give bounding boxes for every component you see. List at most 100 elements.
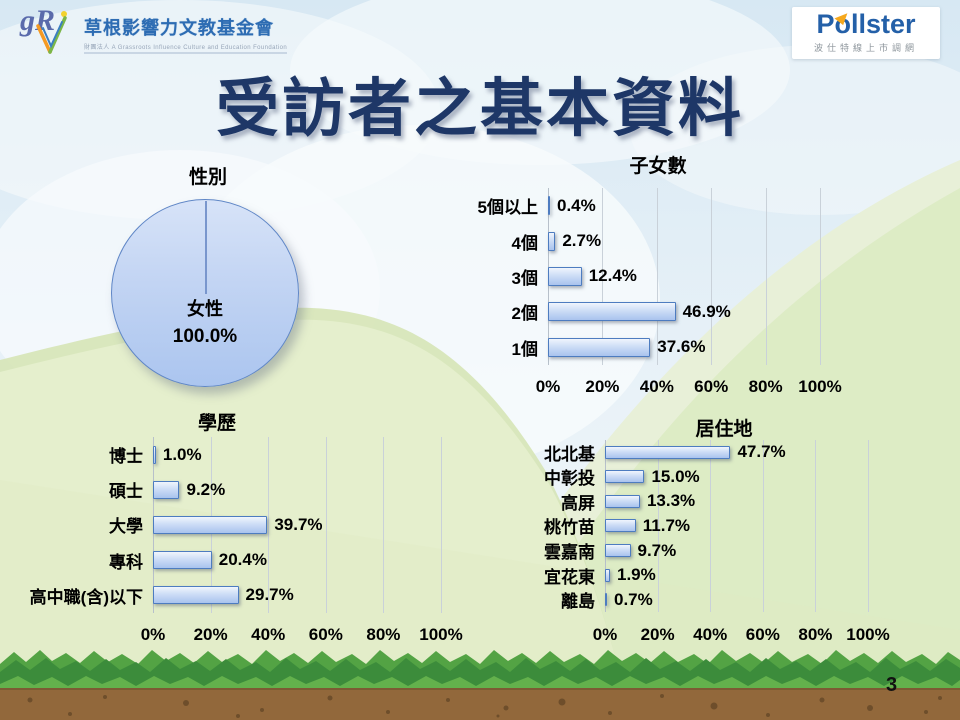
- pie-value-label: 100.0%: [172, 326, 238, 347]
- bar-row: 13.3%: [605, 489, 868, 514]
- axis-tick-label: 20%: [585, 377, 620, 396]
- residence-chart: 北北基中彰投高屏桃竹苗雲嘉南宜花東離島 47.7% 15.0% 13.3% 11.7% 9…: [495, 440, 890, 649]
- bar: [548, 337, 651, 357]
- gridline: [710, 440, 712, 612]
- gridline: [383, 437, 385, 613]
- axis-tick-label: 40%: [251, 625, 286, 644]
- bar-row: 0.4%: [548, 188, 820, 223]
- gridline: [657, 440, 659, 612]
- category-label: 3個: [511, 268, 538, 288]
- bar: [605, 519, 636, 533]
- category-label: 桃竹苗: [544, 518, 595, 538]
- value-label: 0.7%: [614, 589, 653, 609]
- value-label: 29.7%: [245, 585, 294, 605]
- gridline: [441, 437, 442, 613]
- category-label: 2個: [511, 304, 538, 324]
- x-axis: 0% 20% 40% 60% 80% 100%: [593, 625, 890, 649]
- gridline: [868, 440, 869, 612]
- grassroots-foundation-logo: gR 草根影響力文教基金會 財團法人 A Grassroots Influenc…: [20, 6, 288, 56]
- gridline: [815, 440, 817, 612]
- x-axis: 0% 20% 40% 60% 80% 100%: [141, 625, 463, 649]
- value-label: 12.4%: [588, 266, 637, 286]
- axis-tick-label: 0%: [140, 625, 166, 644]
- value-label: 20.4%: [218, 550, 267, 570]
- bar-row: 1.9%: [605, 563, 868, 588]
- x-axis: 0% 20% 40% 60% 80% 100%: [536, 377, 842, 401]
- plot-area: 1.0% 9.2% 39.7% 20.4% 29.7%: [153, 437, 442, 613]
- bar-row: 15.0%: [605, 465, 868, 490]
- chart-body: 博士 碩士 大學 專科 高中職(含)以下 1.0% 9.2% 39.7% 20.4% 29.7%: [8, 437, 442, 613]
- bar: [605, 593, 607, 607]
- bar-row: 46.9%: [548, 294, 820, 329]
- axis-tick-label: 0%: [592, 625, 618, 644]
- education-chart: 博士 碩士 大學 專科 高中職(含)以下 1.0% 9.2% 39.7% 20.4% 29.7% 0…: [8, 437, 463, 649]
- bar: [605, 544, 631, 558]
- category-label: 中彰投: [544, 469, 595, 489]
- category-label: 5個以上: [477, 198, 538, 218]
- chart-body: 5個以上 4個 3個 2個 1個 0.4% 2.7% 12.4% 46.9% 37.6%: [450, 188, 821, 365]
- gridline: [820, 188, 821, 365]
- value-label: 1.0%: [162, 444, 202, 464]
- plot-area: 0.4% 2.7% 12.4% 46.9% 37.6%: [548, 188, 821, 365]
- page-title: 受訪者之基本資料: [216, 74, 744, 144]
- axis-tick-label: 60%: [694, 377, 729, 396]
- bar: [605, 494, 640, 508]
- bar-row: 1.0%: [153, 437, 441, 472]
- value-label: 1.9%: [616, 565, 656, 585]
- pie-slice-boundary: [205, 201, 207, 294]
- gender-chart-title: 性別: [188, 167, 228, 188]
- bar-row: 29.7%: [153, 578, 441, 613]
- category-label: 高屏: [561, 493, 595, 513]
- bar: [548, 266, 582, 286]
- bar-row: 0.7%: [605, 587, 868, 612]
- value-label: 11.7%: [642, 515, 691, 535]
- page-number: 3: [886, 674, 898, 696]
- hill-left: [0, 319, 630, 720]
- gridline: [656, 188, 658, 365]
- axis-tick-label: 100%: [798, 377, 842, 396]
- bar: [153, 515, 268, 534]
- bar-row: 39.7%: [153, 507, 441, 542]
- bar-row: 37.6%: [548, 330, 820, 365]
- category-label: 碩士: [109, 482, 143, 502]
- bar-row: 11.7%: [605, 514, 868, 539]
- axis-tick-label: 80%: [798, 625, 833, 644]
- axis-tick-label: 100%: [846, 625, 890, 644]
- category-label: 宜花東: [544, 567, 595, 587]
- axis-tick-label: 80%: [366, 625, 401, 644]
- bar: [605, 470, 645, 484]
- chart-body: 北北基中彰投高屏桃竹苗雲嘉南宜花東離島 47.7% 15.0% 13.3% 11.7% 9…: [495, 440, 869, 612]
- grassroots-logo-mark: gR: [20, 6, 78, 56]
- category-label: 4個: [511, 233, 538, 253]
- grassroots-logo-text: 草根影響力文教基金會 財團法人 A Grassroots Influence C…: [84, 18, 288, 56]
- pollster-logo: Pollster 波仕特線上市調網: [792, 7, 940, 59]
- grassroots-logo-subtext: 財團法人 A Grassroots Influence Culture and …: [84, 42, 288, 54]
- bar: [153, 480, 180, 499]
- children-chart-title: 子女數: [629, 156, 687, 177]
- bar: [548, 302, 676, 322]
- pollster-wordmark: Pollster: [816, 8, 916, 40]
- plot-area: 47.7% 15.0% 13.3% 11.7% 9.7% 1.9% 0.7%: [605, 440, 869, 612]
- bar-row: 2.7%: [548, 223, 820, 258]
- axis-tick-label: 40%: [639, 377, 674, 396]
- category-label: 離島: [561, 592, 595, 612]
- bar: [605, 445, 731, 459]
- category-label: 博士: [109, 447, 143, 467]
- axis-tick-label: 20%: [640, 625, 675, 644]
- value-label: 47.7%: [737, 442, 786, 462]
- axis-tick-label: 0%: [535, 377, 561, 396]
- category-label: 北北基: [544, 444, 595, 464]
- category-labels: 博士 碩士 大學 專科 高中職(含)以下: [8, 437, 153, 613]
- category-label: 專科: [109, 552, 143, 572]
- value-label: 37.6%: [657, 337, 706, 357]
- bar: [605, 568, 610, 582]
- check-swoosh-icon: [36, 11, 67, 54]
- axis-tick-label: 80%: [748, 377, 783, 396]
- bar-row: 9.7%: [605, 538, 868, 563]
- gender-pie-chart: 女性 100.0%: [111, 199, 299, 387]
- category-label: 雲嘉南: [544, 543, 595, 563]
- axis-tick-label: 40%: [693, 625, 728, 644]
- axis-tick-label: 60%: [745, 625, 780, 644]
- axis-tick-label: 60%: [308, 625, 343, 644]
